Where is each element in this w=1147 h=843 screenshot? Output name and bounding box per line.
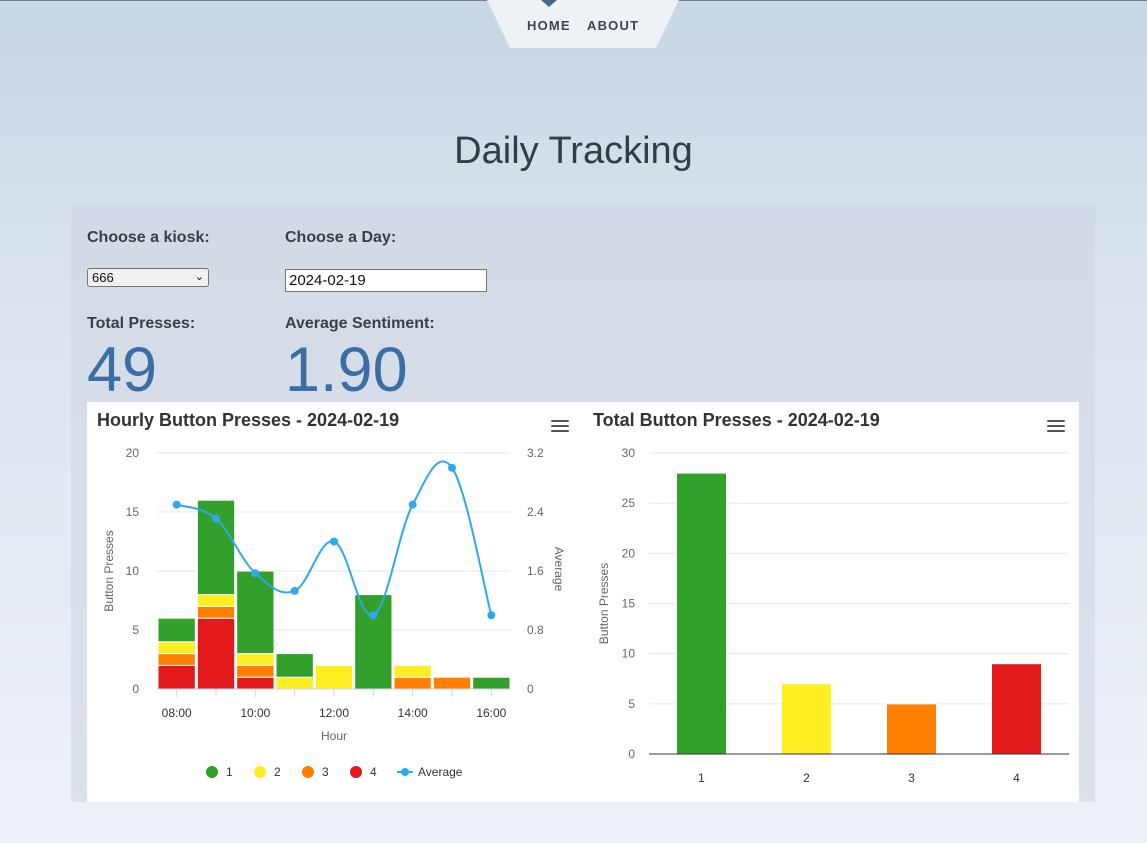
x-tick-label: 10:00 xyxy=(240,706,270,720)
bar-segment-series-2 xyxy=(393,664,432,678)
kiosk-select-value: 666 xyxy=(92,270,114,285)
total-chart: 0 5 10 15 20 25 30 1 2 3 4 Button Presses xyxy=(597,446,1069,785)
average-point xyxy=(290,586,299,595)
bar-segment-series-2 xyxy=(236,653,275,666)
nav-home-link[interactable]: HOME xyxy=(527,18,571,33)
bar-segment-series-2 xyxy=(314,664,354,690)
x-tick-label: 1 xyxy=(698,771,705,785)
average-point xyxy=(172,500,181,509)
bar-segment-series-4 xyxy=(196,617,236,690)
x-tick-label: 12:00 xyxy=(319,706,349,720)
average-point xyxy=(369,611,378,620)
y-tick-label: 15 xyxy=(126,505,140,519)
day-input[interactable]: 2024-02-19 xyxy=(285,269,487,292)
x-tick-label: 2 xyxy=(803,771,810,785)
kiosk-label: Choose a kiosk: xyxy=(87,229,210,246)
hourly-chart-menu-icon[interactable] xyxy=(551,420,569,434)
bar-4 xyxy=(991,663,1042,755)
y-tick-label: 25 xyxy=(622,496,636,510)
bar-segment-series-3 xyxy=(157,653,196,666)
y-tick-label: 0 xyxy=(132,682,139,696)
total-chart-menu-icon[interactable] xyxy=(1047,420,1065,434)
y-tick-label: 20 xyxy=(622,546,636,560)
hourly-chart-container xyxy=(87,402,583,802)
legend-label: 4 xyxy=(370,765,377,779)
y-tick-label: 10 xyxy=(622,647,636,661)
bar-segment-series-1 xyxy=(354,594,393,690)
hourly-chart-title: Hourly Button Presses - 2024-02-19 xyxy=(97,410,400,430)
bar-segment-series-1 xyxy=(196,499,236,596)
average-point xyxy=(330,537,338,546)
bar-segment-series-1 xyxy=(157,617,196,643)
bar-segment-series-2 xyxy=(275,676,314,690)
total-presses-value: 49 xyxy=(87,335,158,405)
x-tick-label: 14:00 xyxy=(398,706,428,720)
y2-tick-label: 1.6 xyxy=(527,564,544,578)
x-tick-label: 3 xyxy=(908,771,915,785)
average-point xyxy=(487,611,496,620)
total-presses-label: Total Presses: xyxy=(87,315,196,332)
bar-3 xyxy=(886,703,937,755)
legend-label: Average xyxy=(418,765,463,779)
day-label: Choose a Day: xyxy=(285,229,397,246)
bar-segment-series-3 xyxy=(196,605,236,619)
page-title: Daily Tracking xyxy=(454,130,693,172)
y2-tick-label: 2.4 xyxy=(527,505,544,519)
y-axis-title: Button Presses xyxy=(102,530,116,611)
average-point xyxy=(251,569,260,578)
x-axis-title: Hour xyxy=(321,729,347,743)
y2-tick-label: 0.8 xyxy=(527,623,544,637)
legend-label: 1 xyxy=(226,765,233,779)
legend-marker xyxy=(302,766,314,778)
y-tick-label: 5 xyxy=(132,623,139,637)
y2-axis-title: Average xyxy=(552,547,566,592)
bar-segment-series-2 xyxy=(157,641,196,655)
bar-segment-series-1 xyxy=(472,676,511,690)
legend-marker xyxy=(254,766,266,778)
y2-tick-label: 3.2 xyxy=(527,446,544,460)
legend-label: 2 xyxy=(274,765,281,779)
bar-segment-series-3 xyxy=(236,664,275,678)
y-tick-label: 5 xyxy=(628,697,635,711)
nav-about-link[interactable]: ABOUT xyxy=(587,18,640,33)
bar-segment-series-3 xyxy=(393,676,432,690)
average-point xyxy=(408,500,417,509)
bar-segment-series-1 xyxy=(275,653,314,678)
bar-segment-series-2 xyxy=(196,594,236,607)
y-tick-label: 10 xyxy=(126,564,140,578)
legend-marker xyxy=(401,768,409,776)
nav-tab xyxy=(487,0,679,48)
average-point xyxy=(448,463,456,472)
legend-marker xyxy=(350,766,362,778)
y-axis-title: Button Presses xyxy=(597,563,611,644)
bar-segment-series-3 xyxy=(432,676,472,690)
x-tick-label: 16:00 xyxy=(476,706,506,720)
average-sentiment-label: Average Sentiment: xyxy=(285,315,435,332)
bar-segment-series-4 xyxy=(157,664,196,690)
y-tick-label: 20 xyxy=(126,446,140,460)
chevron-down-icon: ⌄ xyxy=(194,271,204,283)
y-tick-label: 30 xyxy=(622,446,636,460)
legend-label: 3 xyxy=(322,765,329,779)
hourly-chart: 0 5 10 15 20 0 0.8 1.6 2.4 3.2 08:00 10:00 12:00 14:0… xyxy=(102,446,566,779)
y2-tick-label: 0 xyxy=(527,682,534,696)
y-tick-label: 15 xyxy=(622,597,636,611)
bar-2 xyxy=(781,683,832,755)
kiosk-select[interactable]: 666 ⌄ xyxy=(87,268,209,287)
x-tick-label: 08:00 xyxy=(162,706,192,720)
average-sentiment-value: 1.90 xyxy=(285,335,408,405)
bar-1 xyxy=(676,472,727,755)
average-point xyxy=(212,514,220,523)
legend-marker xyxy=(206,766,218,778)
x-tick-label: 4 xyxy=(1013,771,1020,785)
nav-active-indicator xyxy=(541,0,557,7)
bar-segment-series-4 xyxy=(236,676,275,690)
y-tick-label: 0 xyxy=(628,747,635,761)
total-chart-title: Total Button Presses - 2024-02-19 xyxy=(593,410,880,430)
